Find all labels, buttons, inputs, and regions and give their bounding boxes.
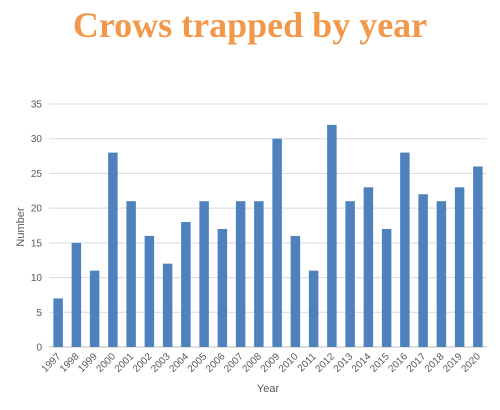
bar-2017 (418, 194, 428, 347)
bar-2003 (162, 263, 173, 347)
x-tick-label: 2014 (350, 351, 374, 375)
x-tick-label: 2008 (240, 351, 264, 375)
bar-2009 (272, 138, 282, 347)
x-tick-label: 2002 (131, 351, 155, 375)
bar-2014 (363, 187, 374, 347)
bar-2007 (235, 201, 246, 347)
y-axis-label: Number (15, 207, 27, 246)
bar-1998 (71, 242, 82, 347)
x-tick-label: 2019 (441, 351, 465, 375)
x-tick-label: 2020 (459, 351, 483, 375)
x-tick-label: 2016 (386, 351, 410, 375)
bar-2005 (199, 201, 209, 347)
x-tick-label: 2005 (186, 351, 210, 375)
y-tick-label: 0 (36, 343, 42, 354)
y-tick-label: 15 (31, 238, 43, 249)
bar-2006 (217, 228, 228, 347)
x-tick-label: 2013 (332, 351, 356, 375)
x-tick-label: 2012 (313, 351, 337, 375)
y-tick-label: 30 (31, 134, 43, 145)
gridlines (49, 103, 487, 348)
x-tick-label: 1997 (40, 351, 64, 375)
x-axis-label: Year (257, 383, 280, 395)
y-tick-labels: 0 5 10 15 20 25 30 35 (31, 100, 43, 354)
x-tick-label: 2017 (405, 351, 429, 375)
y-tick-label: 25 (31, 169, 43, 180)
bar-2000 (108, 152, 118, 347)
bar-2020 (473, 166, 483, 347)
y-tick-label: 35 (31, 100, 43, 111)
bar-2012 (327, 124, 337, 347)
x-tick-label: 2015 (368, 351, 392, 375)
bar-2015 (381, 228, 392, 347)
x-tick-label: 2004 (167, 351, 191, 375)
bar-2011 (308, 270, 319, 347)
x-tick-label: 1999 (76, 351, 100, 375)
x-tick-label: 2011 (296, 351, 319, 374)
x-tick-label: 1998 (58, 351, 82, 375)
x-tick-label: 2001 (113, 351, 137, 375)
y-tick-label: 10 (31, 273, 43, 284)
x-tick-label: 2010 (277, 351, 301, 375)
x-tick-label: 2003 (149, 351, 173, 375)
bar-2002 (144, 235, 155, 347)
bar-2018 (436, 201, 447, 347)
x-tick-label: 2009 (259, 351, 283, 375)
bar-2019 (454, 187, 465, 347)
bar-1999 (89, 270, 100, 347)
bar-2016 (400, 152, 410, 347)
x-tick-label: 2006 (204, 351, 228, 375)
x-tick-label: 2018 (423, 351, 447, 375)
x-tick-label: 2007 (222, 351, 246, 375)
x-tick-labels: 1997199819992000200120022003200420052006… (40, 351, 484, 375)
bars (53, 124, 483, 347)
bar-2004 (181, 222, 191, 347)
bar-2013 (345, 201, 355, 347)
x-tick-label: 2000 (94, 351, 118, 375)
bar-1997 (53, 298, 63, 347)
y-tick-label: 20 (31, 204, 43, 215)
y-tick-label: 5 (36, 308, 42, 319)
bar-2008 (254, 201, 264, 347)
bar-2001 (126, 201, 136, 347)
bar-2010 (290, 235, 301, 347)
chart-title: Crows trapped by year (72, 5, 428, 45)
